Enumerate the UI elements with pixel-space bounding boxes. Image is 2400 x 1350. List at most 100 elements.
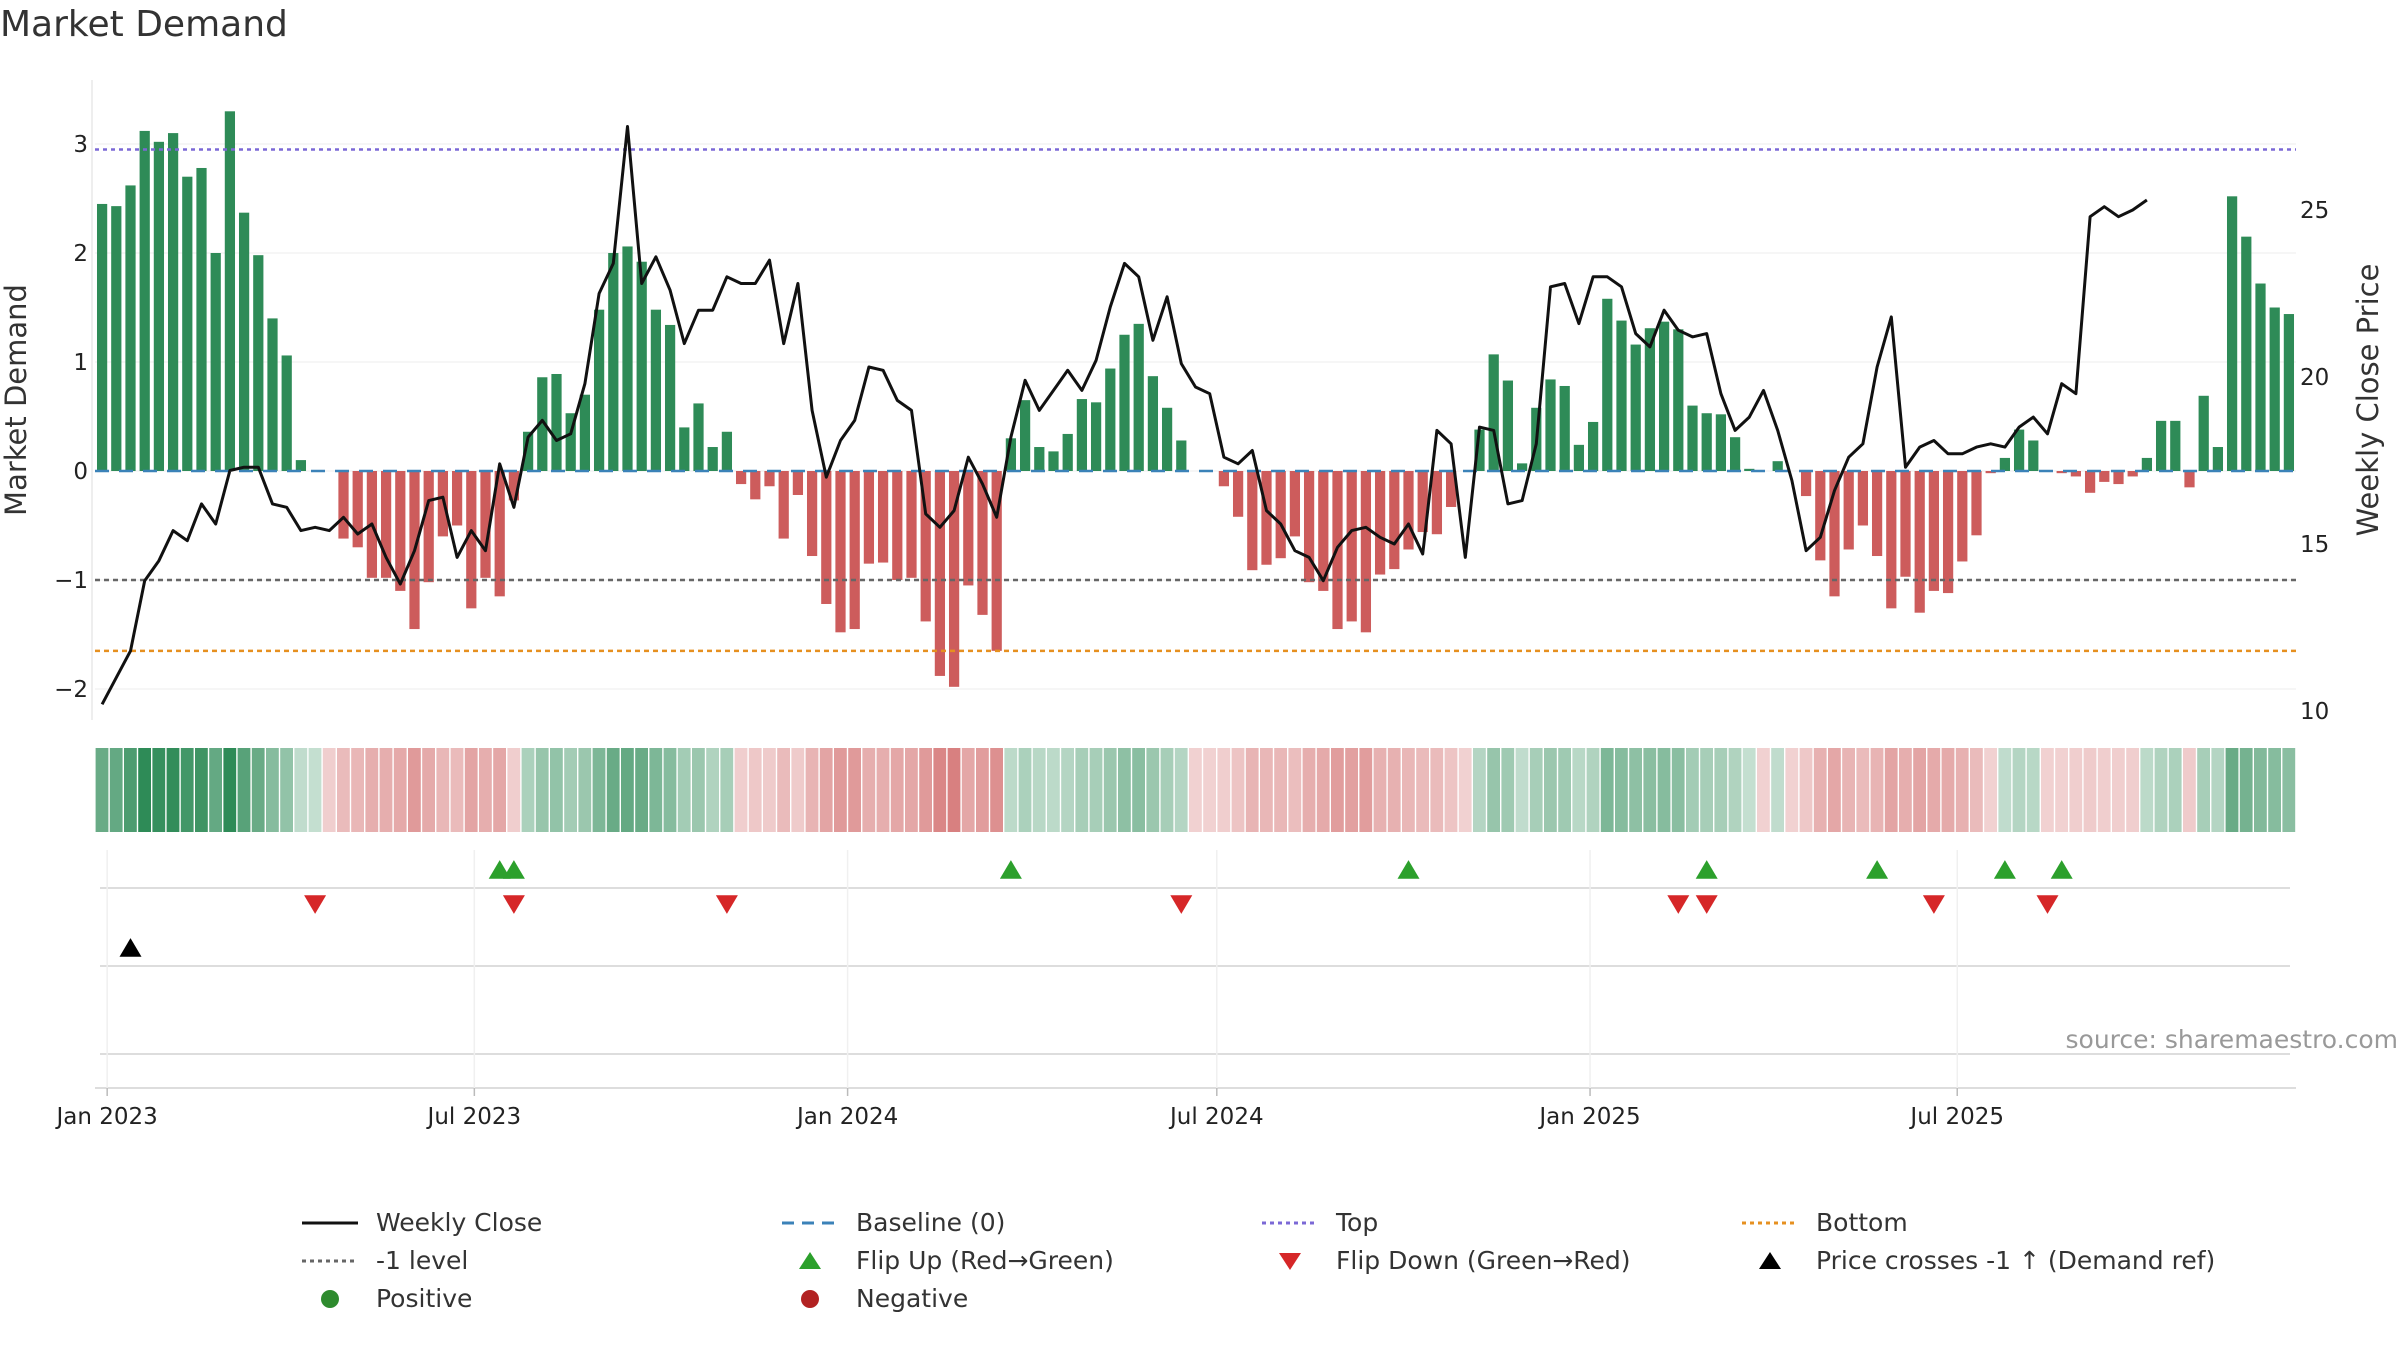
strip-cell [1984, 748, 1997, 832]
legend-label: Bottom [1816, 1208, 1908, 1237]
strip-cell [1572, 748, 1586, 832]
legend-swatch-icon [782, 1221, 838, 1224]
demand-bar [1502, 380, 1514, 471]
demand-bar [1034, 447, 1045, 471]
flip-down-marker [1922, 895, 1945, 914]
strip-cell [152, 748, 166, 832]
demand-bar [281, 355, 292, 471]
strip-cell [1856, 748, 1870, 832]
strip-cell [947, 748, 961, 832]
strip-cell [1586, 748, 1600, 832]
strip-cell [550, 748, 563, 832]
strip-cell [450, 748, 464, 832]
strip-cell [166, 748, 180, 832]
strip-cell [1160, 748, 1174, 832]
legend-item: Negative [780, 1284, 968, 1313]
flip-down-marker [304, 895, 327, 914]
weekly-close-line [100, 125, 2148, 706]
strip-cell [1615, 748, 1628, 832]
demand-bar [96, 203, 108, 471]
strip-cell [578, 748, 592, 832]
strip-cell [1075, 748, 1089, 832]
strip-cell [1742, 748, 1756, 832]
strip-cell [1970, 748, 1983, 832]
demand-bar [963, 471, 974, 586]
strip-cell [1799, 748, 1813, 832]
demand-bar [466, 471, 477, 609]
demand-bar [1800, 471, 1812, 497]
strip-cell [2239, 748, 2253, 832]
demand-bar [1005, 438, 1017, 471]
demand-bar [664, 324, 676, 471]
demand-bar [806, 471, 818, 557]
strip-cell [280, 748, 293, 832]
demand-bar [1062, 433, 1073, 471]
strip-cell [1444, 748, 1458, 832]
strip-cell [1544, 748, 1557, 832]
strip-cell [763, 748, 776, 832]
legend-item: Top [1260, 1208, 1378, 1237]
strip-cell [337, 748, 350, 832]
demand-bar [1488, 354, 1499, 471]
strip-cell [1132, 748, 1145, 832]
x-tick-label: Jan 2025 [1537, 1104, 1640, 1130]
strip-cell [308, 748, 322, 832]
demand-bar [1573, 444, 1585, 471]
strip-cell [393, 748, 407, 832]
demand-bar [1602, 298, 1613, 471]
strip-cell [351, 748, 364, 832]
strip-cell [734, 748, 748, 832]
flip-up-marker [1397, 860, 1420, 879]
demand-bar [1133, 323, 1144, 471]
demand-bar [2212, 447, 2224, 471]
strip-cell [294, 748, 308, 832]
demand-bar [877, 471, 889, 563]
strip-cell [819, 748, 833, 832]
y-axis-right-title: Weekly Close Price [2351, 264, 2385, 537]
demand-bar [267, 318, 278, 471]
demand-bar [2127, 471, 2138, 477]
strip-cell [2055, 748, 2068, 832]
legend-swatch-icon [799, 1251, 821, 1269]
demand-bar [565, 413, 576, 471]
demand-bar [522, 431, 534, 471]
strip-cell [2197, 748, 2210, 832]
y-tick-left: 3 [73, 132, 88, 158]
demand-bar [1971, 471, 1982, 536]
demand-bar [1644, 328, 1656, 471]
flip-down-marker [1667, 895, 1690, 914]
chart-title: Market Demand [0, 4, 288, 45]
demand-bar [494, 471, 505, 597]
demand-bar [1744, 468, 1755, 471]
demand-bars [96, 111, 2295, 687]
flip-up-marker [999, 860, 1022, 879]
demand-bar [721, 431, 733, 471]
strip-cell [2126, 748, 2139, 832]
strip-cell [1757, 748, 1770, 832]
y-axis-left-title: Market Demand [0, 284, 33, 516]
demand-bar [182, 176, 193, 471]
strip-cell [564, 748, 577, 832]
strip-cell [1103, 748, 1117, 832]
strip-cell [748, 748, 762, 832]
demand-bar [1218, 471, 1230, 487]
demand-bar [2056, 471, 2067, 474]
strip-cell [1686, 748, 1699, 832]
flip-up-marker [1695, 860, 1718, 879]
demand-bar [1829, 471, 1840, 597]
strip-cell [1487, 748, 1500, 832]
y-tick-left: −2 [54, 677, 88, 703]
demand-bar [1587, 421, 1599, 471]
demand-bar [1886, 471, 1897, 609]
strip-cell [834, 748, 847, 832]
demand-bar [352, 471, 363, 548]
legend-label: Weekly Close [376, 1208, 543, 1237]
legend-swatch-icon [302, 1259, 358, 1262]
demand-bar [295, 460, 307, 471]
demand-bar [508, 471, 520, 501]
flip-down-marker [2036, 895, 2059, 914]
strip-cell [1600, 748, 1614, 832]
strip-cell [1927, 748, 1941, 832]
strip-cell [1629, 748, 1642, 832]
strip-cell [1359, 748, 1373, 832]
